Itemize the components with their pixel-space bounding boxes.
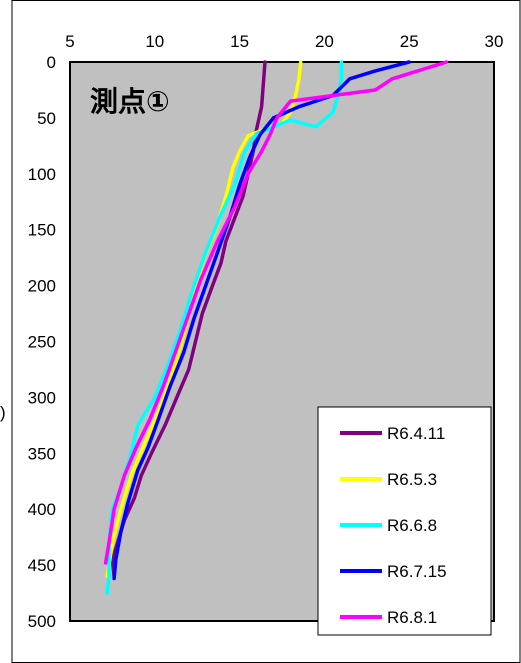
y-tick-label: 300	[28, 388, 56, 407]
y-tick-label: 450	[28, 556, 56, 575]
x-tick-label: 5	[65, 32, 74, 51]
series-line-R6-8-1	[103, 60, 449, 565]
y-tick-label: 200	[28, 277, 56, 296]
y-tick-label: 100	[28, 165, 56, 184]
legend-label: R6.8.1	[387, 608, 437, 627]
series-line-R6-7-15	[112, 60, 411, 581]
y-tick-label: 250	[28, 333, 56, 352]
y-tick-label: 50	[37, 109, 56, 128]
series-lines	[103, 60, 449, 595]
legend-box	[317, 406, 492, 636]
panel-label: 測点①	[90, 86, 170, 117]
x-tick-label: 25	[400, 32, 419, 51]
legend-label: R6.4.11	[387, 424, 445, 443]
x-tick-label: 30	[485, 32, 504, 51]
y-tick-label: 350	[28, 444, 56, 463]
legend-label: R6.6.8	[387, 516, 437, 535]
legend: R6.4.11 R6.5.3 R6.6.8 R6.7.15 R6.8.1	[317, 406, 492, 636]
x-tick-label: 15	[230, 32, 249, 51]
y-tick-label: 150	[28, 221, 56, 240]
legend-label: R6.5.3	[387, 470, 437, 489]
y-tick-label: 0	[47, 53, 56, 72]
legend-label: R6.7.15	[387, 562, 447, 581]
x-tick-label: 10	[145, 32, 164, 51]
y-tick-label: 400	[28, 500, 56, 519]
y-tick-label: 500	[28, 612, 56, 631]
x-tick-label: 20	[315, 32, 334, 51]
y-axis-ticks: 0 50 100 150 200 250 300 350 400 450 500	[28, 53, 56, 631]
clipped-axis-glyph: )	[0, 403, 6, 422]
x-axis-ticks: 5 10 15 20 25 30	[65, 32, 503, 51]
